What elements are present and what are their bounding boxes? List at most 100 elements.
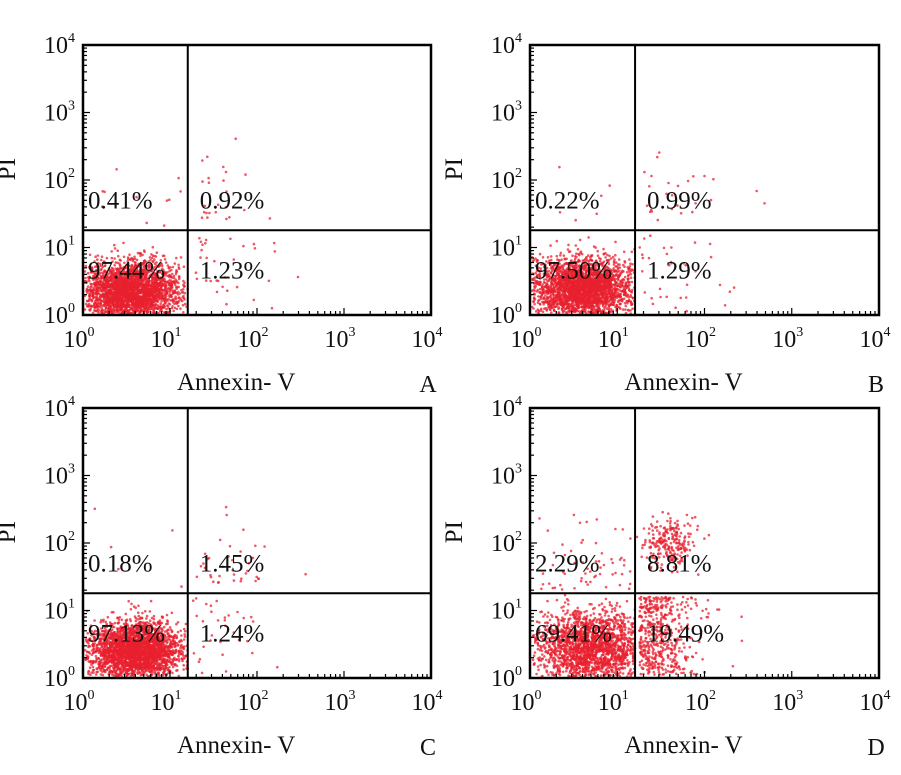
event-dot (159, 291, 163, 294)
event-dot (179, 307, 182, 310)
event-dot (100, 276, 104, 280)
event-dot (626, 301, 629, 305)
event-dot (168, 266, 172, 269)
event-dot (133, 291, 137, 294)
event-dot (141, 305, 145, 309)
event-dot (175, 269, 178, 272)
event-dot (612, 263, 616, 266)
event-dot (90, 304, 93, 308)
event-dot (129, 307, 133, 311)
event-dot (130, 303, 133, 307)
event-dot (594, 246, 597, 249)
event-dot (105, 298, 109, 302)
event-dot (172, 291, 175, 295)
event-dot (92, 288, 96, 291)
event-dot (151, 260, 155, 263)
event-dot (123, 261, 126, 265)
event-dot (151, 307, 154, 311)
event-dot (128, 311, 131, 314)
event-dot (623, 261, 627, 264)
event-dot (156, 300, 160, 304)
event-dot (162, 268, 165, 272)
event-dot (127, 277, 131, 281)
event-dot (108, 304, 112, 307)
event-dot (127, 268, 131, 271)
event-dot (88, 304, 91, 308)
event-dot (128, 300, 132, 303)
event-dot (103, 270, 107, 274)
event-dot (567, 243, 570, 247)
event-dot (167, 302, 171, 305)
event-dot (205, 256, 208, 260)
event-dot (631, 307, 634, 311)
event-dot (609, 307, 613, 311)
event-dot (93, 283, 97, 286)
event-dot (166, 299, 169, 303)
event-dot (134, 261, 137, 264)
event-dot (126, 279, 129, 282)
event-dot (122, 295, 125, 298)
event-dot (214, 210, 218, 214)
event-dot (129, 275, 132, 278)
event-dot (552, 293, 555, 297)
event-dot (628, 265, 632, 268)
event-dot (145, 221, 148, 225)
event-dot (118, 305, 121, 308)
event-dot (574, 285, 578, 289)
event-dot (130, 263, 134, 267)
event-dot (89, 307, 92, 311)
event-dot (224, 170, 228, 174)
event-dot (618, 302, 622, 306)
event-dot (615, 272, 618, 276)
event-dot (123, 303, 127, 307)
event-dot (175, 307, 179, 311)
event-dot (158, 276, 162, 279)
event-dot (564, 307, 567, 311)
event-dot (154, 273, 157, 277)
event-dot (567, 250, 571, 253)
event-dot (172, 309, 175, 313)
event-dot (149, 279, 153, 283)
event-dot (267, 279, 271, 283)
event-dot (95, 268, 98, 272)
event-dot (173, 306, 177, 310)
event-dot (103, 264, 106, 268)
event-dot (160, 284, 164, 288)
event-dot (570, 301, 574, 304)
event-dot (538, 290, 542, 294)
event-dot (155, 261, 158, 264)
event-dot (117, 292, 121, 295)
event-dot (141, 253, 144, 257)
event-dot (88, 288, 91, 291)
event-dot (157, 270, 160, 274)
event-dot (121, 302, 125, 305)
event-dot (148, 274, 151, 278)
event-dot (175, 287, 178, 291)
event-dot (201, 243, 204, 246)
event-dot (203, 204, 207, 208)
event-dot (272, 241, 276, 245)
event-dot (101, 205, 104, 208)
event-dot (628, 258, 631, 261)
event-dot (95, 291, 99, 295)
event-dot (116, 284, 119, 288)
event-dot (180, 288, 183, 292)
event-dot (112, 300, 115, 303)
event-dot (106, 303, 109, 307)
event-dot (174, 297, 177, 300)
event-dot (164, 261, 168, 264)
event-dot (194, 271, 198, 275)
event-dot (159, 259, 163, 262)
event-dot (112, 302, 115, 306)
event-dot (216, 203, 220, 207)
event-dot (144, 291, 147, 295)
event-dot (534, 271, 537, 275)
event-dot (132, 269, 136, 272)
event-dot (116, 294, 119, 298)
event-dot (177, 263, 180, 267)
event-dot (575, 252, 578, 255)
event-dot (578, 291, 582, 294)
event-dot (550, 306, 553, 310)
event-dot (216, 279, 220, 283)
